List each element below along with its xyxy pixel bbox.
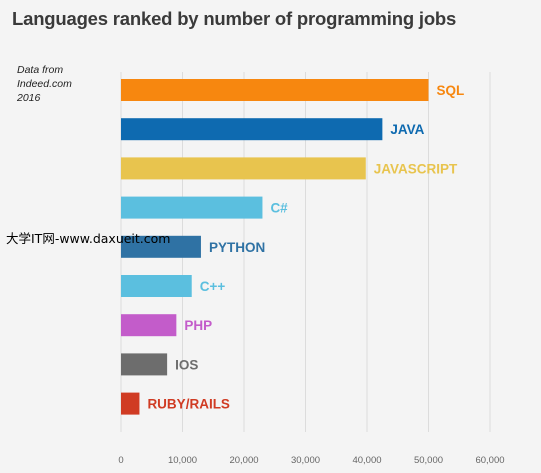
x-tick-label: 20,000: [229, 455, 258, 466]
watermark-text: 大学IT网-www.daxueit.com: [6, 231, 171, 246]
bar-sql: [121, 79, 429, 101]
bar-javascript: [121, 157, 366, 180]
bar-label: SQL: [437, 83, 465, 98]
bar-labels: SQL JAVA JAVASCRIPT C# PYTHON C++ PHP IOS RUBY/R…: [147, 83, 464, 412]
x-tick-label: 40,000: [352, 455, 381, 466]
bars: [121, 79, 429, 415]
bar-label: PYTHON: [209, 240, 265, 255]
bar-label: PHP: [184, 318, 212, 333]
bar-label: RUBY/RAILS: [147, 397, 230, 412]
bar-python: [121, 235, 201, 258]
bar-ruby-rails: [121, 392, 140, 415]
bar-label: C++: [200, 279, 226, 294]
bar-ios: [121, 353, 168, 376]
x-tick-label: 0: [118, 455, 123, 466]
chart-title: Languages ranked by number of programmin…: [12, 8, 457, 29]
x-tick-label: 30,000: [291, 455, 320, 466]
source-line-2: Indeed.com: [17, 78, 72, 90]
source-line-3: 2016: [17, 92, 41, 104]
x-axis-ticks: 0 10,000 20,000 30,000 40,000 50,000 60,000: [118, 455, 504, 466]
x-tick-label: 50,000: [414, 455, 443, 466]
source-line-1: Data from: [17, 64, 64, 76]
bar-c-: [121, 275, 192, 297]
bar-c-: [121, 196, 263, 219]
x-tick-label: 60,000: [475, 455, 504, 466]
bar-label: IOS: [175, 357, 198, 372]
source-note: Data from Indeed.com 2016: [17, 63, 72, 105]
x-tick-label: 10,000: [168, 455, 197, 466]
bar-label: JAVASCRIPT: [374, 161, 458, 176]
bar-label: JAVA: [390, 122, 424, 137]
bar-label: C#: [270, 201, 288, 216]
bar-java: [121, 118, 383, 141]
bar-php: [121, 314, 177, 337]
